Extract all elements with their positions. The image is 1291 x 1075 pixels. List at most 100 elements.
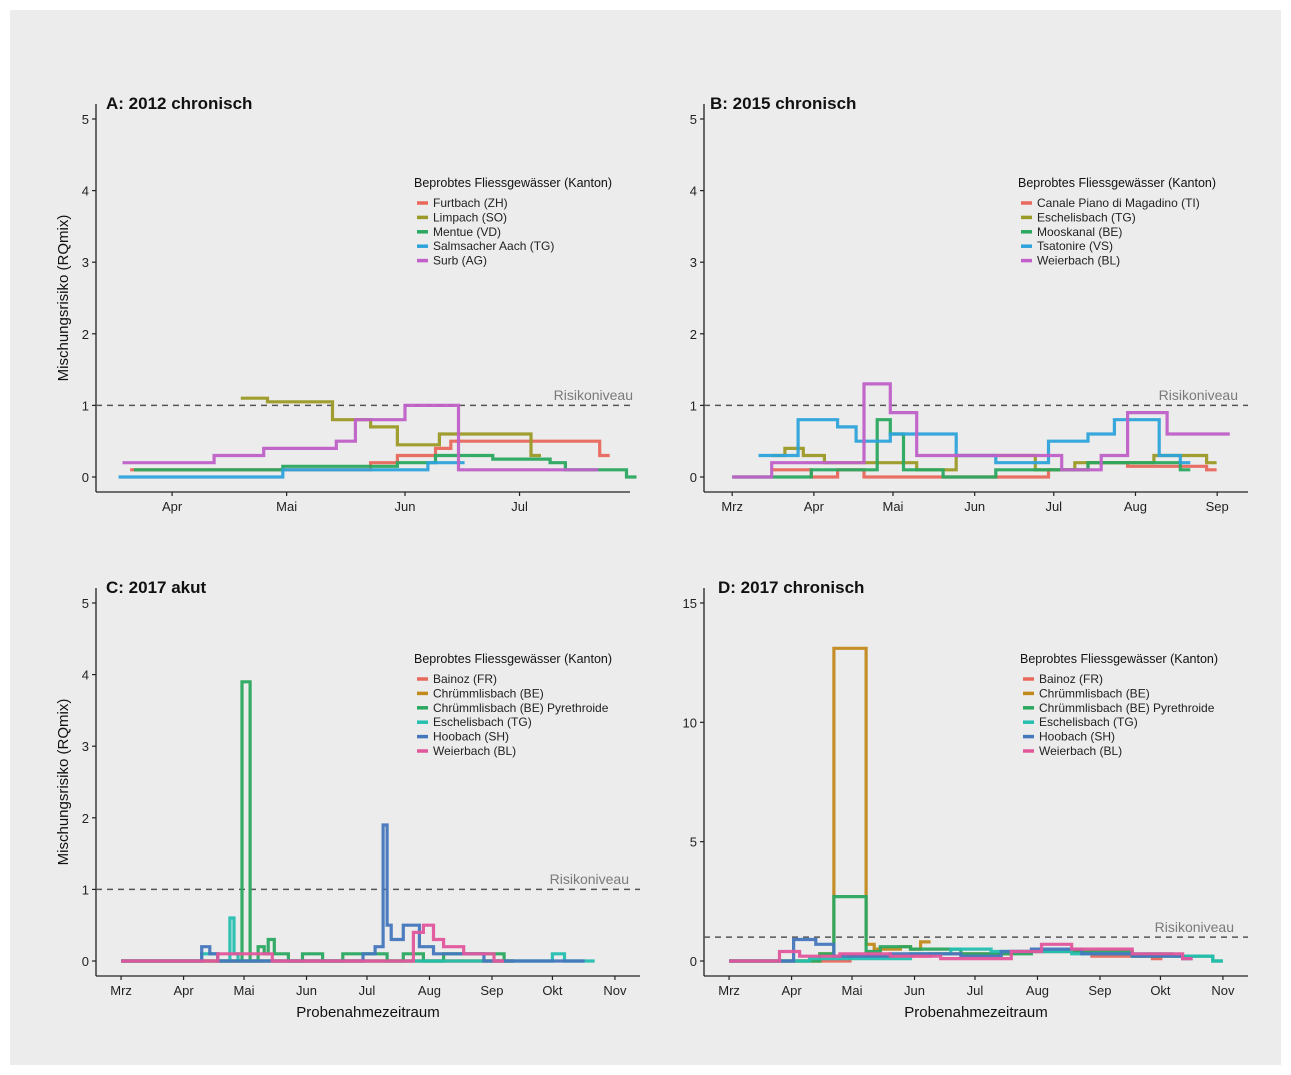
legend-item-label: Mentue (VD) bbox=[433, 225, 501, 239]
legend-item-label: Eschelisbach (TG) bbox=[1037, 210, 1136, 224]
x-tick-label: Mai bbox=[842, 983, 863, 998]
legend: Beprobtes Fliessgewässer (Kanton) Furtbac… bbox=[414, 176, 612, 268]
y-tick-label: 0 bbox=[690, 954, 697, 969]
series-line bbox=[771, 446, 1217, 472]
legend-item-label: Chrümmlisbach (BE) bbox=[433, 686, 544, 700]
series-line bbox=[130, 439, 610, 472]
panel-title: D: 2017 chronisch bbox=[718, 578, 864, 597]
y-tick-label: 3 bbox=[82, 255, 89, 270]
y-tick-label: 0 bbox=[82, 954, 89, 969]
chart-panel: A: 2012 chronisch 0 1 2 3 4 5 Apr Mai Jun Jul Risik… bbox=[55, 94, 637, 514]
figure: A: 2012 chronisch 0 1 2 3 4 5 Apr Mai Jun Jul Risik… bbox=[10, 10, 1281, 1065]
series-line bbox=[729, 895, 1223, 963]
legend: Beprobtes Fliessgewässer (Kanton) Bainoz … bbox=[414, 652, 612, 758]
legend-item-label: Furtbach (ZH) bbox=[433, 196, 508, 210]
legend-item-label: Canale Piano di Magadino (TI) bbox=[1037, 196, 1200, 210]
x-tick-label: Jul bbox=[511, 499, 528, 514]
legend-item-label: Bainoz (FR) bbox=[433, 672, 497, 686]
legend-item-label: Chrümmlisbach (BE) bbox=[1039, 686, 1150, 700]
x-tick-label: Mrz bbox=[721, 499, 743, 514]
risk-level-label: Risikoniveau bbox=[1155, 919, 1234, 935]
x-tick-label: Okt bbox=[542, 983, 563, 998]
x-tick-label: Jul bbox=[1045, 499, 1062, 514]
x-tick-label: Sep bbox=[1206, 499, 1229, 514]
panel-title: C: 2017 akut bbox=[106, 578, 206, 597]
legend-item-label: Chrümmlisbach (BE) Pyrethroide bbox=[433, 701, 609, 715]
legend-item-label: Eschelisbach (TG) bbox=[1039, 715, 1138, 729]
y-tick-label: 0 bbox=[82, 470, 89, 485]
x-tick-label: Jul bbox=[967, 983, 984, 998]
x-tick-label: Sep bbox=[480, 983, 503, 998]
legend-item-label: Tsatonire (VS) bbox=[1037, 239, 1113, 253]
x-tick-label: Jun bbox=[395, 499, 416, 514]
legend-item-label: Salmsacher Aach (TG) bbox=[433, 239, 554, 253]
series-line bbox=[771, 461, 1217, 479]
x-tick-label: Mai bbox=[234, 983, 255, 998]
series-line bbox=[118, 461, 465, 479]
risk-level-label: Risikoniveau bbox=[550, 871, 629, 887]
series-line bbox=[121, 923, 504, 963]
series-line bbox=[732, 418, 1191, 479]
x-tick-label: Jun bbox=[904, 983, 925, 998]
y-tick-label: 1 bbox=[82, 882, 89, 897]
x-tick-label: Jun bbox=[964, 499, 985, 514]
x-axis-title: Probenahmezeitraum bbox=[296, 1004, 439, 1021]
legend: Beprobtes Fliessgewässer (Kanton) Bainoz … bbox=[1020, 652, 1218, 758]
legend: Beprobtes Fliessgewässer (Kanton) Canale … bbox=[1018, 176, 1216, 268]
series-line bbox=[122, 403, 599, 472]
y-tick-label: 1 bbox=[690, 398, 697, 413]
y-axis-title: Mischungsrisiko (RQmix) bbox=[55, 699, 72, 866]
legend-item-label: Eschelisbach (TG) bbox=[433, 715, 532, 729]
series-line bbox=[121, 823, 585, 963]
series-line bbox=[732, 382, 1230, 479]
y-tick-label: 2 bbox=[82, 811, 89, 826]
x-tick-label: Aug bbox=[418, 983, 441, 998]
x-tick-label: Aug bbox=[1124, 499, 1147, 514]
x-tick-label: Mrz bbox=[110, 983, 132, 998]
legend-item-label: Hoobach (SH) bbox=[433, 730, 509, 744]
y-tick-label: 10 bbox=[683, 715, 697, 730]
risk-level-label: Risikoniveau bbox=[554, 387, 633, 403]
legend-item-label: Chrümmlisbach (BE) Pyrethroide bbox=[1039, 701, 1215, 715]
panel-title: B: 2015 chronisch bbox=[710, 94, 856, 113]
y-tick-label: 3 bbox=[690, 255, 697, 270]
series-line bbox=[729, 646, 931, 963]
x-tick-label: Okt bbox=[1150, 983, 1171, 998]
risk-level-label: Risikoniveau bbox=[1159, 387, 1238, 403]
x-tick-label: Mai bbox=[276, 499, 297, 514]
y-tick-label: 5 bbox=[82, 596, 89, 611]
x-tick-label: Apr bbox=[173, 983, 194, 998]
x-tick-label: Jul bbox=[359, 983, 376, 998]
series-line bbox=[729, 947, 1223, 963]
x-tick-label: Mrz bbox=[718, 983, 740, 998]
series-line bbox=[240, 396, 541, 458]
y-tick-label: 2 bbox=[690, 327, 697, 342]
y-tick-label: 5 bbox=[82, 112, 89, 127]
y-tick-label: 5 bbox=[690, 112, 697, 127]
x-tick-label: Nov bbox=[603, 983, 627, 998]
legend-title: Beprobtes Fliessgewässer (Kanton) bbox=[1018, 176, 1216, 190]
legend-item-label: Weierbach (BL) bbox=[1037, 254, 1120, 268]
y-tick-label: 4 bbox=[82, 184, 89, 199]
chart-panel: C: 2017 akut 0 1 2 3 4 5 Mrz Apr Mai Jun Jul Aug Sep O… bbox=[55, 578, 640, 1021]
y-tick-label: 1 bbox=[82, 398, 89, 413]
chart-figure: A: 2012 chronisch 0 1 2 3 4 5 Apr Mai Jun Jul Risik… bbox=[55, 94, 1248, 1021]
series-line bbox=[133, 453, 637, 479]
legend-item-label: Mooskanal (BE) bbox=[1037, 225, 1122, 239]
legend-item-label: Hoobach (SH) bbox=[1039, 730, 1115, 744]
legend-item-label: Bainoz (FR) bbox=[1039, 672, 1103, 686]
y-tick-label: 4 bbox=[690, 184, 697, 199]
x-tick-label: Nov bbox=[1211, 983, 1235, 998]
legend-title: Beprobtes Fliessgewässer (Kanton) bbox=[414, 652, 612, 666]
x-tick-label: Apr bbox=[162, 499, 183, 514]
x-axis-title: Probenahmezeitraum bbox=[904, 1004, 1047, 1021]
x-tick-label: Mai bbox=[882, 499, 903, 514]
x-tick-label: Apr bbox=[804, 499, 825, 514]
y-tick-label: 3 bbox=[82, 739, 89, 754]
chart-panel: D: 2017 chronisch 0 5 10 15 Mrz Apr Mai Jun Jul Au… bbox=[683, 578, 1248, 1021]
legend-title: Beprobtes Fliessgewässer (Kanton) bbox=[414, 176, 612, 190]
y-tick-label: 15 bbox=[683, 596, 697, 611]
y-tick-label: 5 bbox=[690, 835, 697, 850]
x-tick-label: Aug bbox=[1026, 983, 1049, 998]
y-tick-label: 4 bbox=[82, 668, 89, 683]
